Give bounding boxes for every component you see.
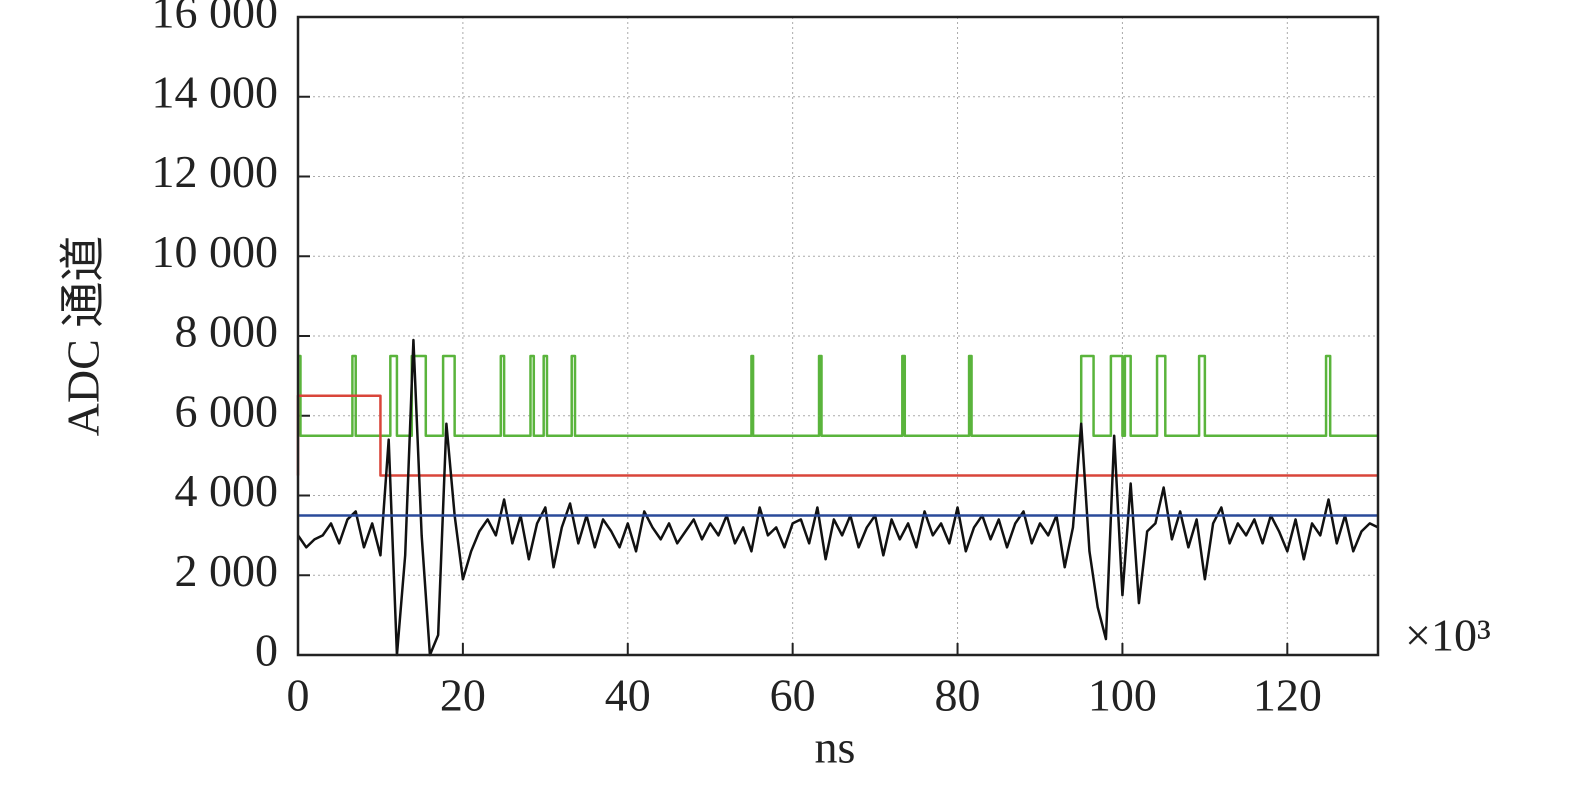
y-tick-label: 4 000 [175, 465, 279, 516]
y-tick-label: 16 000 [152, 0, 279, 38]
series-line [296, 338, 1379, 657]
y-tick-label: 6 000 [175, 385, 279, 436]
x-axis-label: ns [815, 722, 856, 773]
y-axis-label: ADC 通道 [58, 236, 109, 437]
y-tick-label: 10 000 [152, 226, 279, 277]
y-tick-label: 2 000 [175, 545, 279, 596]
y-tick-label: 14 000 [152, 66, 279, 117]
x-multiplier: ×10³ [1405, 610, 1491, 661]
y-tick-label: 0 [255, 625, 278, 676]
x-tick-label: 80 [935, 670, 981, 721]
x-tick-label: 60 [770, 670, 816, 721]
series-line [298, 354, 1378, 437]
x-tick-label: 40 [605, 670, 651, 721]
x-tick-label: 20 [440, 670, 486, 721]
x-tick-label: 0 [287, 670, 310, 721]
y-tick-label: 12 000 [152, 146, 279, 197]
y-tick-label: 8 000 [175, 306, 279, 357]
x-tick-label: 100 [1088, 670, 1157, 721]
plot-frame [296, 15, 1380, 657]
x-tick-label: 120 [1253, 670, 1322, 721]
